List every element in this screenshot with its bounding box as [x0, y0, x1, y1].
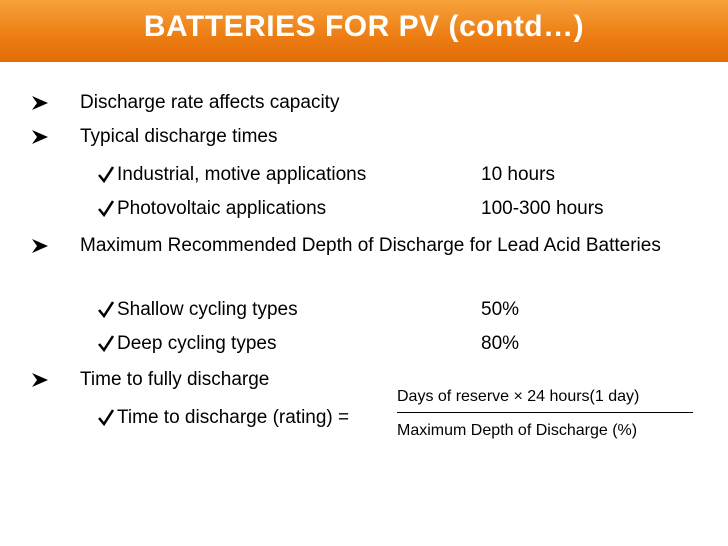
arrow-bullet	[32, 239, 48, 253]
bullet-text: Discharge rate affects capacity	[80, 92, 340, 113]
formula-label: Time to discharge (rating) =	[117, 407, 350, 428]
arrow-bullet	[32, 96, 48, 110]
item-value: 100-300 hours	[481, 198, 604, 219]
check-bullet	[98, 335, 114, 352]
formula-denominator: Maximum Depth of Discharge (%)	[397, 422, 638, 439]
fraction-line	[397, 412, 693, 413]
item-label: Shallow cycling types	[117, 299, 298, 320]
bullet-text: Maximum Recommended Depth of Discharge f…	[80, 235, 661, 256]
check-bullet	[98, 409, 114, 426]
item-value: 80%	[481, 333, 520, 354]
arrow-bullet	[32, 373, 48, 387]
item-label: Photovoltaic applications	[117, 198, 327, 219]
arrow-bullet	[32, 130, 48, 144]
item-label: Industrial, motive applications	[117, 164, 367, 185]
bullet-text: Time to fully discharge	[80, 369, 270, 390]
title-bar	[0, 0, 728, 62]
check-bullet	[98, 200, 114, 217]
slide-title: BATTERIES FOR PV (contd…)	[143, 10, 585, 43]
bullet-text: Typical discharge times	[80, 126, 278, 147]
item-label: Deep cycling types	[117, 333, 277, 354]
formula-numerator: Days of reserve × 24 hours(1 day)	[397, 388, 640, 405]
item-value: 10 hours	[481, 164, 555, 185]
check-bullet	[98, 166, 114, 183]
check-bullet	[98, 301, 114, 318]
item-value: 50%	[481, 299, 520, 320]
